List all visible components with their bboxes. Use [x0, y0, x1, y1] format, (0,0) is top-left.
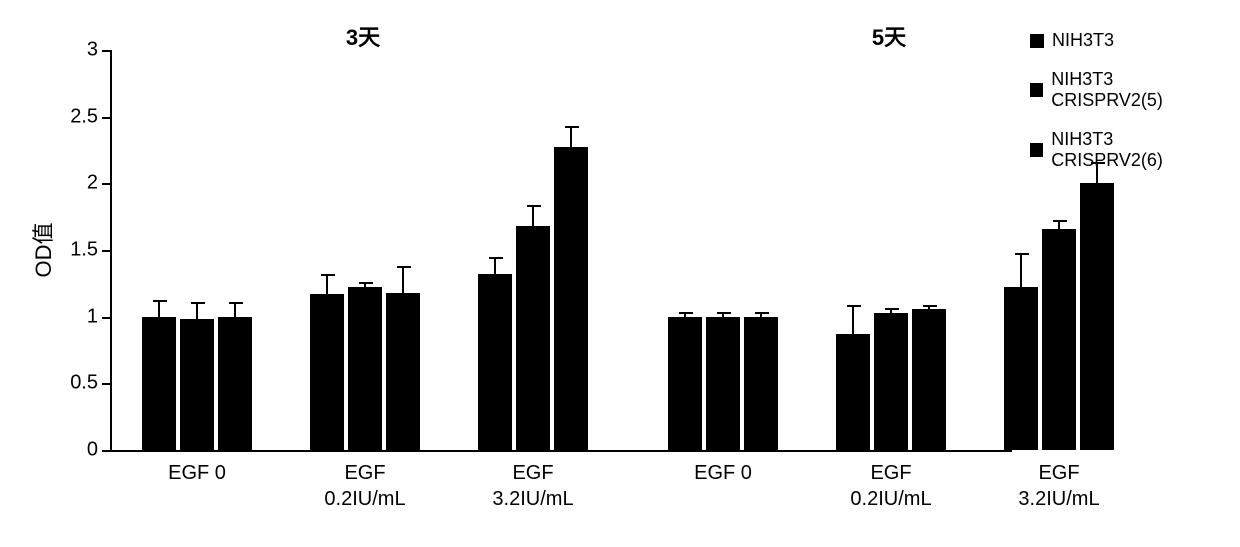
bar	[668, 317, 702, 450]
bar	[1080, 183, 1114, 450]
y-tick	[102, 183, 112, 185]
legend-label: NIH3T3 CRISPRV2(5)	[1051, 69, 1220, 111]
error-bar	[234, 303, 236, 316]
panel-title: 3天	[346, 20, 380, 52]
y-tick-label: 0.5	[70, 372, 98, 395]
error-bar	[722, 313, 724, 317]
legend-swatch	[1030, 83, 1043, 97]
y-axis-title: OD值	[26, 222, 58, 277]
error-bar	[402, 267, 404, 292]
error-bar	[364, 283, 366, 287]
legend: NIH3T3 NIH3T3 CRISPRV2(5) NIH3T3 CRISPRV…	[1030, 30, 1220, 189]
legend-item: NIH3T3 CRISPRV2(6)	[1030, 129, 1220, 171]
bar	[836, 334, 870, 450]
bar	[386, 293, 420, 450]
error-bar	[532, 206, 534, 226]
x-category-label: EGF0.2IU/mL	[324, 460, 405, 512]
error-bar	[890, 309, 892, 313]
x-category-label: EGF0.2IU/mL	[850, 460, 931, 512]
y-tick	[102, 117, 112, 119]
bar	[912, 309, 946, 450]
y-tick	[102, 383, 112, 385]
error-bar	[760, 313, 762, 317]
bar	[1042, 229, 1076, 450]
legend-label: NIH3T3 CRISPRV2(6)	[1051, 129, 1220, 171]
y-tick-label: 0	[87, 439, 98, 462]
bar	[142, 317, 176, 450]
legend-swatch	[1030, 34, 1044, 48]
error-bar	[684, 313, 686, 317]
bar	[180, 319, 214, 450]
y-tick-label: 1	[87, 305, 98, 328]
bar	[554, 147, 588, 450]
bar	[744, 317, 778, 450]
bar	[874, 313, 908, 450]
legend-item: NIH3T3	[1030, 30, 1220, 51]
bar	[310, 294, 344, 450]
y-tick-label: 3	[87, 39, 98, 62]
x-category-label: EGF3.2IU/mL	[1018, 460, 1099, 512]
y-tick	[102, 250, 112, 252]
y-tick-label: 2	[87, 172, 98, 195]
y-tick-label: 2.5	[70, 105, 98, 128]
bar-chart: OD值 00.511.522.53EGF 0EGF0.2IU/mLEGF3.2I…	[20, 20, 1220, 527]
x-category-label: EGF 0	[168, 460, 226, 486]
y-tick	[102, 317, 112, 319]
panel-title: 5天	[872, 20, 906, 52]
bar	[706, 317, 740, 450]
legend-swatch	[1030, 143, 1043, 157]
error-bar	[326, 275, 328, 294]
y-tick	[102, 450, 112, 452]
error-bar	[196, 303, 198, 319]
bar	[218, 317, 252, 450]
bar	[516, 226, 550, 450]
legend-label: NIH3T3	[1052, 30, 1114, 51]
error-bar	[1020, 254, 1022, 287]
y-tick-label: 1.5	[70, 239, 98, 262]
plot-area: 00.511.522.53EGF 0EGF0.2IU/mLEGF3.2IU/mL…	[110, 50, 1012, 452]
bar	[1004, 287, 1038, 450]
x-category-label: EGF3.2IU/mL	[492, 460, 573, 512]
bar	[348, 287, 382, 450]
error-bar	[570, 127, 572, 147]
error-bar	[494, 258, 496, 274]
y-tick	[102, 50, 112, 52]
error-bar	[1058, 221, 1060, 229]
x-category-label: EGF 0	[694, 460, 752, 486]
error-bar	[928, 306, 930, 309]
bar	[478, 274, 512, 450]
legend-item: NIH3T3 CRISPRV2(5)	[1030, 69, 1220, 111]
error-bar	[158, 301, 160, 317]
error-bar	[852, 306, 854, 334]
